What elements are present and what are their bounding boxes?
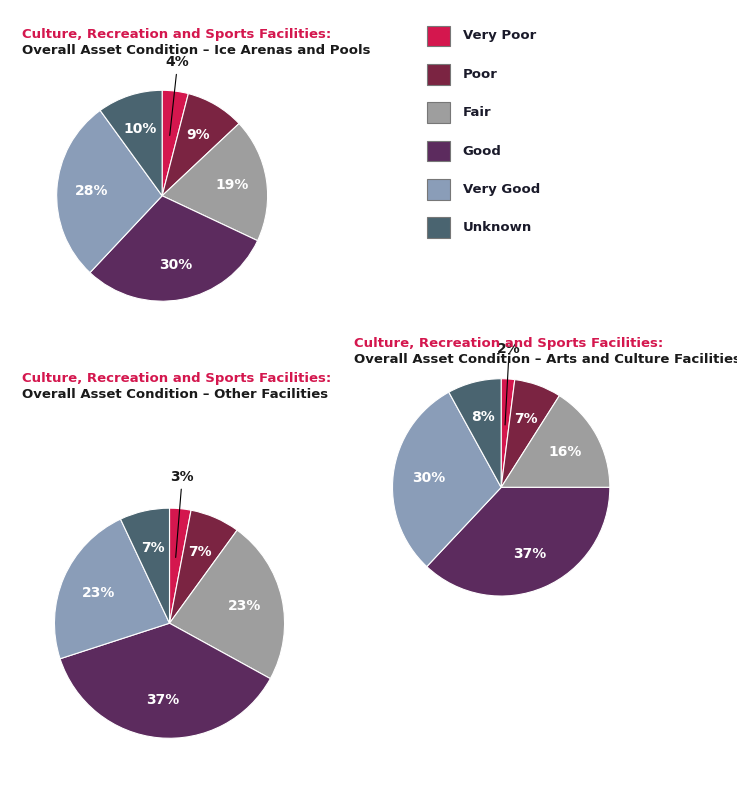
Text: 7%: 7%: [514, 412, 537, 426]
Text: Very Poor: Very Poor: [463, 30, 536, 42]
Wedge shape: [121, 508, 170, 623]
Wedge shape: [170, 508, 191, 623]
Wedge shape: [501, 380, 559, 487]
Text: 37%: 37%: [146, 693, 179, 707]
Text: Overall Asset Condition – Ice Arenas and Pools: Overall Asset Condition – Ice Arenas and…: [22, 44, 371, 57]
Text: Culture, Recreation and Sports Facilities:: Culture, Recreation and Sports Facilitie…: [22, 28, 332, 41]
Text: Good: Good: [463, 145, 502, 157]
Text: 28%: 28%: [75, 185, 108, 198]
Wedge shape: [170, 531, 284, 678]
Text: 7%: 7%: [141, 541, 164, 555]
Text: 16%: 16%: [548, 445, 581, 459]
Text: Culture, Recreation and Sports Facilities:: Culture, Recreation and Sports Facilitie…: [22, 372, 332, 384]
Text: 3%: 3%: [170, 470, 194, 558]
Wedge shape: [162, 124, 268, 240]
Wedge shape: [90, 196, 257, 301]
Text: 8%: 8%: [471, 410, 495, 424]
Text: Poor: Poor: [463, 68, 497, 81]
Text: Culture, Recreation and Sports Facilities:: Culture, Recreation and Sports Facilitie…: [354, 337, 663, 350]
Wedge shape: [393, 392, 501, 566]
Text: Overall Asset Condition – Other Facilities: Overall Asset Condition – Other Faciliti…: [22, 388, 328, 400]
Text: 30%: 30%: [412, 471, 446, 485]
Text: 37%: 37%: [514, 547, 547, 561]
Wedge shape: [449, 379, 501, 487]
Text: 2%: 2%: [497, 342, 521, 425]
Text: Overall Asset Condition – Arts and Culture Facilities: Overall Asset Condition – Arts and Cultu…: [354, 353, 737, 366]
Wedge shape: [501, 396, 609, 487]
Wedge shape: [100, 90, 162, 196]
Wedge shape: [55, 519, 170, 658]
Text: 9%: 9%: [186, 128, 210, 142]
Wedge shape: [57, 110, 162, 272]
Text: Very Good: Very Good: [463, 183, 540, 196]
Text: 4%: 4%: [166, 55, 189, 136]
Wedge shape: [427, 487, 609, 596]
Text: Unknown: Unknown: [463, 221, 532, 234]
Wedge shape: [60, 623, 270, 738]
Text: 23%: 23%: [82, 586, 116, 599]
Wedge shape: [501, 379, 514, 487]
Text: 30%: 30%: [158, 258, 192, 272]
Text: 10%: 10%: [124, 121, 157, 136]
Wedge shape: [170, 511, 237, 623]
Text: 19%: 19%: [215, 177, 248, 192]
Wedge shape: [162, 93, 239, 196]
Text: 23%: 23%: [228, 599, 262, 614]
Text: Fair: Fair: [463, 106, 492, 119]
Text: 7%: 7%: [189, 546, 212, 559]
Wedge shape: [162, 90, 189, 196]
